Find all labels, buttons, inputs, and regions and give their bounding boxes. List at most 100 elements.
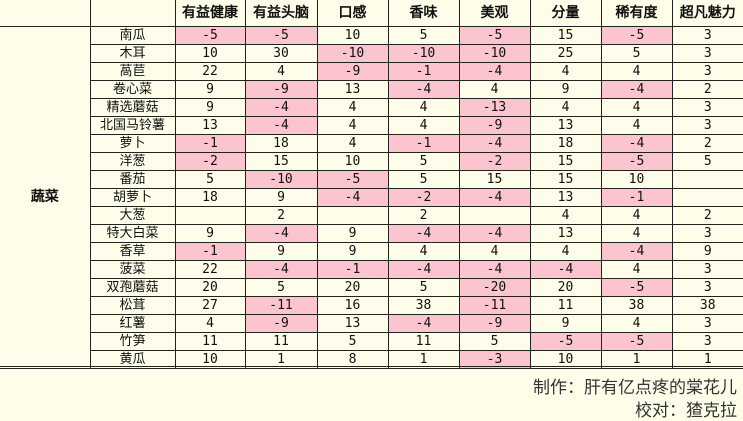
table-row: 特大白菜 9 -4 9 -4 -4 13 4 3 — [0, 224, 743, 243]
value-cell: 4 — [529, 206, 602, 225]
value-cell: 4 — [174, 314, 246, 333]
header-row: 有益健康 有益头脑 口感 香味 美观 分量 稀有度 超凡魅力 — [0, 0, 743, 27]
value-cell: 9 — [244, 242, 318, 261]
value-cell: 9 — [529, 314, 602, 333]
value-cell: -9 — [458, 116, 531, 135]
value-cell: -4 — [529, 260, 602, 279]
value-cell: -4 — [458, 134, 531, 153]
category-cell: 蔬菜 — [0, 26, 91, 369]
table-row: 胡萝卜 18 9 -4 -2 -4 13 -1 — [0, 188, 743, 207]
value-cell: -1 — [316, 260, 389, 279]
value-cell: 9 — [174, 80, 246, 99]
value-cell: 3 — [671, 278, 743, 297]
value-cell: 4 — [316, 98, 389, 117]
value-cell: 15 — [529, 26, 602, 45]
value-cell — [671, 170, 743, 189]
value-cell: 8 — [316, 350, 389, 369]
table-row: 香草 -1 9 9 4 4 4 -4 9 — [0, 242, 743, 261]
value-cell: -4 — [458, 260, 531, 279]
value-cell: -5 — [316, 170, 389, 189]
value-cell: 4 — [529, 62, 602, 81]
value-cell: 13 — [316, 314, 389, 333]
value-cell: 22 — [174, 62, 246, 81]
value-cell: 4 — [600, 314, 673, 333]
value-cell: 13 — [529, 224, 602, 243]
value-cell: -1 — [174, 134, 246, 153]
table-row: 菠菜 22 -4 -1 -4 -4 -4 4 3 — [0, 260, 743, 279]
value-cell: 13 — [529, 116, 602, 135]
value-cell: -1 — [387, 62, 460, 81]
value-cell: -13 — [458, 98, 531, 117]
value-cell: 3 — [671, 116, 743, 135]
value-cell: 11 — [529, 296, 602, 315]
value-cell: 5 — [671, 152, 743, 171]
value-cell: 5 — [387, 170, 460, 189]
value-cell: 9 — [529, 80, 602, 99]
value-cell: -4 — [244, 116, 318, 135]
value-cell: -5 — [244, 26, 318, 45]
vegetable-name: 南瓜 — [89, 26, 176, 45]
value-cell: 13 — [316, 80, 389, 99]
value-cell: 5 — [316, 332, 389, 351]
value-cell: 30 — [244, 44, 318, 63]
value-cell — [316, 206, 389, 225]
table-row: 北国马铃薯 13 -4 4 4 -9 13 4 3 — [0, 116, 743, 135]
value-cell: 2 — [671, 80, 743, 99]
table-row: 黄瓜 10 1 8 1 -3 10 1 1 — [0, 350, 743, 369]
value-cell: 9 — [174, 98, 246, 117]
value-cell: -5 — [174, 26, 246, 45]
value-cell: -20 — [458, 278, 531, 297]
value-cell: 9 — [316, 242, 389, 261]
value-cell: -11 — [244, 296, 318, 315]
vegetable-name: 双孢蘑菇 — [89, 278, 176, 297]
value-cell: 3 — [671, 26, 743, 45]
vegetable-name: 黄瓜 — [89, 350, 176, 369]
column-header: 美观 — [458, 0, 531, 27]
value-cell: -10 — [387, 44, 460, 63]
value-cell: -10 — [244, 170, 318, 189]
value-cell: 4 — [458, 242, 531, 261]
vegetable-stats-table: 有益健康 有益头脑 口感 香味 美观 分量 稀有度 超凡魅力 蔬菜 南瓜 -5 -5 10 5 -5 15-… — [0, 0, 743, 369]
value-cell: -11 — [458, 296, 531, 315]
value-cell: -9 — [316, 62, 389, 81]
vegetable-name: 番茄 — [89, 170, 176, 189]
column-header: 口感 — [316, 0, 389, 27]
value-cell: 10 — [600, 170, 673, 189]
table-row: 精选蘑菇 9 -4 4 4 -13 4 4 3 — [0, 98, 743, 117]
value-cell: 3 — [671, 314, 743, 333]
table-row: 大葱 2 2 4 4 2 — [0, 206, 743, 225]
table-row: 洋葱 -2 15 10 5 -2 15 -5 5 — [0, 152, 743, 171]
value-cell: 4 — [316, 116, 389, 135]
value-cell: 10 — [316, 26, 389, 45]
value-cell: -5 — [600, 152, 673, 171]
value-cell: 38 — [387, 296, 460, 315]
value-cell: 11 — [174, 332, 246, 351]
value-cell: 5 — [387, 278, 460, 297]
value-cell: 18 — [244, 134, 318, 153]
vegetable-name: 卷心菜 — [89, 80, 176, 99]
corner-cell — [0, 0, 91, 27]
value-cell — [458, 206, 531, 225]
value-cell: 2 — [671, 134, 743, 153]
value-cell: 5 — [387, 26, 460, 45]
table-row: 木耳 10 30 -10 -10 -10 25 5 3 — [0, 44, 743, 63]
value-cell: -4 — [458, 62, 531, 81]
vegetable-name: 松茸 — [89, 296, 176, 315]
column-header: 有益健康 — [174, 0, 246, 27]
table-row: 萝卜 -1 18 4 -1 -4 18 -4 2 — [0, 134, 743, 153]
column-header: 有益头脑 — [244, 0, 318, 27]
value-cell: 16 — [316, 296, 389, 315]
value-cell: -4 — [387, 260, 460, 279]
value-cell: 4 — [387, 98, 460, 117]
vegetable-name: 萵苣 — [89, 62, 176, 81]
value-cell: 5 — [600, 44, 673, 63]
name-header — [89, 0, 176, 27]
table-row: 番茄 5 -10 -5 5 15 15 10 — [0, 170, 743, 189]
value-cell: 2 — [671, 206, 743, 225]
value-cell: 2 — [244, 206, 318, 225]
value-cell: -4 — [244, 260, 318, 279]
vegetable-name: 特大白菜 — [89, 224, 176, 243]
value-cell: 15 — [529, 170, 602, 189]
vegetable-name: 菠菜 — [89, 260, 176, 279]
value-cell: 4 — [600, 224, 673, 243]
